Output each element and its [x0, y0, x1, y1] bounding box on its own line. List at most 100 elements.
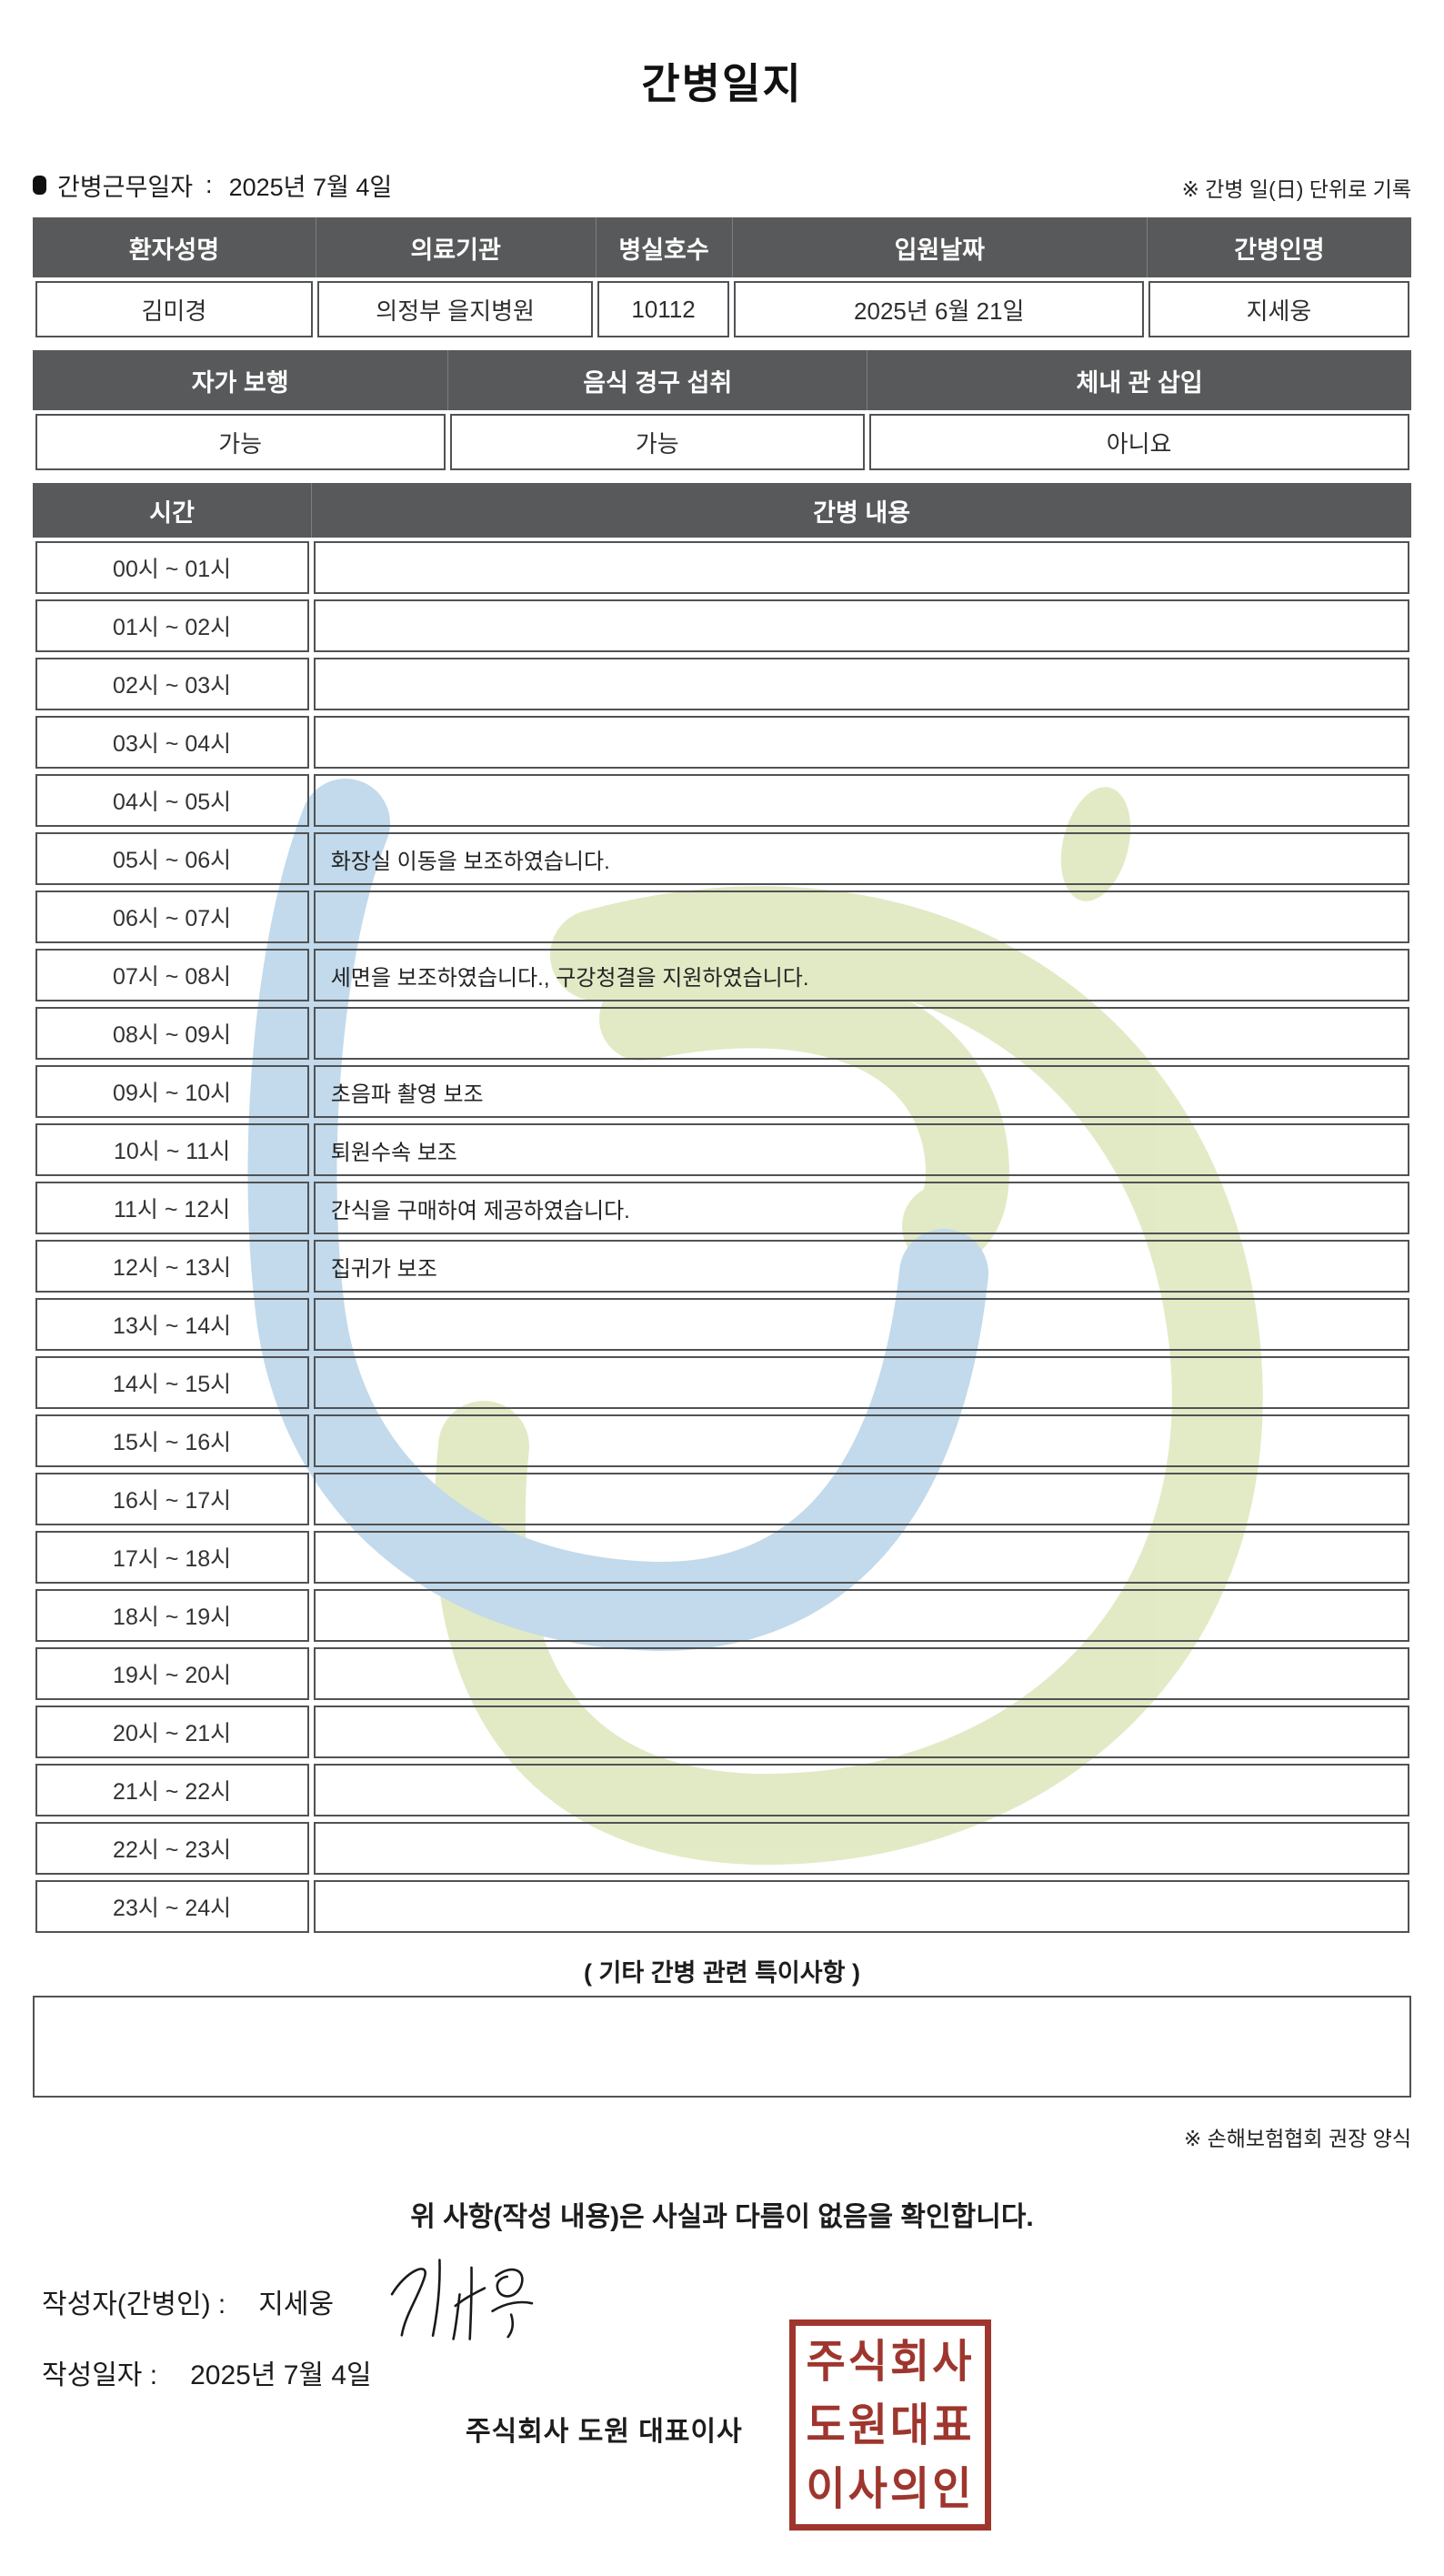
value-caregiver-name: 지세웅	[1148, 281, 1409, 337]
care-row: 03시 ~ 04시	[33, 714, 1411, 770]
care-content-cell	[313, 1531, 1409, 1584]
care-content-cell	[313, 1647, 1409, 1700]
time-slot-cell: 22시 ~ 23시	[35, 1822, 309, 1875]
care-row: 01시 ~ 02시	[33, 598, 1411, 654]
care-row: 17시 ~ 18시	[33, 1529, 1411, 1585]
watermark-blue-swoosh	[247, 779, 988, 1652]
value-room-number: 10112	[597, 281, 730, 337]
time-slot-cell: 04시 ~ 05시	[35, 774, 309, 827]
status-header-row: 자가 보행 음식 경구 섭취 체내 관 삽입	[33, 350, 1411, 410]
watermark-green-outer-swoosh	[434, 886, 1263, 1866]
value-admission-date: 2025년 6월 21일	[734, 281, 1145, 337]
header-medical-institution: 의료기관	[315, 217, 596, 277]
value-patient-name: 김미경	[35, 281, 314, 337]
patient-info-table: 환자성명 의료기관 병실호수 입원날짜 간병인명 김미경 의정부 을지병원 10…	[33, 217, 1411, 339]
care-row: 02시 ~ 03시	[33, 656, 1411, 712]
care-content-cell	[313, 1822, 1409, 1875]
header-patient-name: 환자성명	[33, 217, 316, 277]
care-row: 12시 ~ 13시 집귀가 보조	[33, 1238, 1411, 1294]
care-row: 18시 ~ 19시	[33, 1587, 1411, 1644]
care-content-cell: 간식을 구매하여 제공하였습니다.	[313, 1182, 1409, 1234]
care-content-cell	[313, 658, 1409, 710]
value-medical-institution: 의정부 을지병원	[317, 281, 594, 337]
care-row: 16시 ~ 17시	[33, 1471, 1411, 1527]
header-care-content: 간병 내용	[311, 483, 1411, 538]
care-content-cell	[313, 891, 1409, 943]
care-row: 15시 ~ 16시	[33, 1413, 1411, 1469]
meta-line: 간병근무일자 : 2025년 7월 4일 ※ 간병 일(日) 단위로 기록	[33, 167, 1411, 203]
care-row: 06시 ~ 07시	[33, 889, 1411, 945]
value-oral-intake: 가능	[449, 414, 865, 470]
care-content-cell	[313, 541, 1409, 594]
header-admission-date: 입원날짜	[731, 217, 1147, 277]
header-internal-tube: 체내 관 삽입	[867, 350, 1411, 410]
special-notes-box	[33, 1996, 1411, 2098]
care-content-cell: 화장실 이동을 보조하였습니다.	[313, 832, 1409, 885]
care-row: 13시 ~ 14시	[33, 1296, 1411, 1353]
watermark-green-inner-curl	[599, 964, 1009, 1268]
care-row: 22시 ~ 23시	[33, 1820, 1411, 1877]
time-slot-cell: 15시 ~ 16시	[35, 1414, 309, 1467]
time-slot-cell: 21시 ~ 22시	[35, 1764, 309, 1816]
care-content-cell	[313, 716, 1409, 769]
care-content-cell	[313, 1880, 1409, 1933]
time-slot-cell: 02시 ~ 03시	[35, 658, 309, 710]
care-content-cell	[313, 1356, 1409, 1409]
care-content-cell: 집귀가 보조	[313, 1240, 1409, 1293]
care-content-cell	[313, 1589, 1409, 1642]
care-content-cell	[313, 1007, 1409, 1060]
header-caregiver-name: 간병인명	[1146, 217, 1411, 277]
care-table-header-row: 시간 간병 내용	[33, 483, 1411, 538]
writer-label: 작성자(간병인) :	[42, 2289, 226, 2319]
value-self-walking: 가능	[35, 414, 446, 470]
value-internal-tube: 아니요	[868, 414, 1409, 470]
square-bullet-icon	[33, 176, 46, 195]
care-row: 10시 ~ 11시 퇴원수속 보조	[33, 1122, 1411, 1178]
time-slot-cell: 13시 ~ 14시	[35, 1298, 309, 1351]
confirmation-statement: 위 사항(작성 내용)은 사실과 다름이 없음을 확인합니다.	[410, 2202, 1034, 2232]
care-row: 05시 ~ 06시 화장실 이동을 보조하였습니다.	[33, 830, 1411, 887]
time-slot-cell: 14시 ~ 15시	[35, 1356, 309, 1409]
unit-note: ※ 간병 일(日) 단위로 기록	[1181, 177, 1411, 201]
seal-text-row: 주식회사	[806, 2335, 975, 2387]
care-row: 11시 ~ 12시 간식을 구매하여 제공하였습니다.	[33, 1180, 1411, 1236]
time-slot-cell: 20시 ~ 21시	[35, 1706, 309, 1758]
written-date-value: 2025년 7월 4일	[190, 2360, 372, 2390]
work-date-line: 간병근무일자 : 2025년 7월 4일	[33, 167, 392, 203]
writer-name: 지세웅	[258, 2289, 335, 2319]
header-time: 시간	[33, 483, 312, 538]
care-content-cell: 초음파 촬영 보조	[313, 1065, 1409, 1118]
care-content-cell: 세면을 보조하였습니다., 구강청결을 지원하였습니다.	[313, 949, 1409, 1001]
seal-text-row: 도원대표	[806, 2399, 975, 2450]
care-table-body: 00시 ~ 01시 01시 ~ 02시 02시 ~ 03시 03시 ~ 04시 04시 …	[33, 539, 1411, 1935]
time-slot-cell: 23시 ~ 24시	[35, 1880, 309, 1933]
patient-info-header-row: 환자성명 의료기관 병실호수 입원날짜 간병인명	[33, 217, 1411, 277]
care-row: 04시 ~ 05시	[33, 772, 1411, 829]
care-row: 08시 ~ 09시	[33, 1005, 1411, 1062]
time-slot-cell: 10시 ~ 11시	[35, 1123, 309, 1176]
patient-info-value-row: 김미경 의정부 을지병원 10112 2025년 6월 21일 지세웅	[33, 279, 1411, 339]
care-row: 09시 ~ 10시 초음파 촬영 보조	[33, 1063, 1411, 1120]
care-content-cell	[313, 1298, 1409, 1351]
time-slot-cell: 03시 ~ 04시	[35, 716, 309, 769]
handwritten-signature	[390, 2259, 534, 2340]
special-notes-heading: ( 기타 간병 관련 특이사항 )	[584, 1959, 860, 1987]
written-date-label: 작성일자 :	[42, 2360, 158, 2390]
care-content-cell	[313, 774, 1409, 827]
work-date-value: 2025년 7월 4일	[228, 174, 393, 201]
written-date-line: 작성일자 : 2025년 7월 4일	[33, 2352, 1411, 2392]
care-content-cell	[313, 599, 1409, 652]
company-ceo-line: 주식회사 도원 대표이사	[466, 2417, 743, 2447]
time-slot-cell: 18시 ~ 19시	[35, 1589, 309, 1642]
care-content-cell	[313, 1706, 1409, 1758]
time-slot-cell: 19시 ~ 20시	[35, 1647, 309, 1700]
care-row: 19시 ~ 20시	[33, 1645, 1411, 1702]
hourly-care-table: 시간 간병 내용 00시 ~ 01시 01시 ~ 02시 02시 ~ 03시 03시 …	[33, 483, 1411, 1935]
care-content-cell	[313, 1764, 1409, 1816]
time-slot-cell: 08시 ~ 09시	[35, 1007, 309, 1060]
seal-text-row: 이사의인	[806, 2462, 975, 2514]
time-slot-cell: 11시 ~ 12시	[35, 1182, 309, 1234]
time-slot-cell: 06시 ~ 07시	[35, 891, 309, 943]
work-date-label: 간병근무일자	[57, 174, 194, 201]
